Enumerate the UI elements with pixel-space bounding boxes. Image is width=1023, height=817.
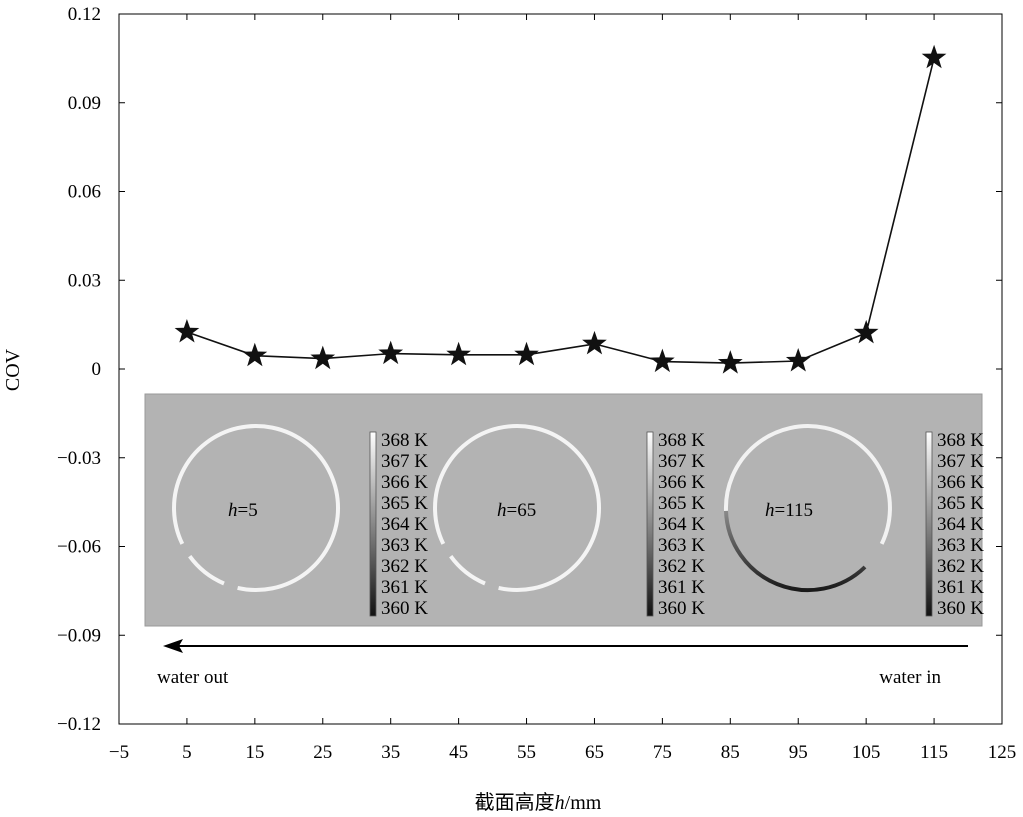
colorbar-label: 364 K	[658, 514, 705, 535]
y-tick-label: 0.09	[68, 93, 101, 114]
water-out-label: water out	[157, 667, 229, 688]
flow-arrow	[163, 639, 968, 653]
data-point-star	[514, 341, 539, 366]
colorbar-label: 364 K	[937, 514, 984, 535]
y-tick-label: 0.03	[68, 270, 101, 291]
y-tick-label: 0	[92, 359, 102, 380]
series-points	[174, 44, 947, 374]
colorbar-label: 368 K	[658, 430, 705, 451]
ring-segment	[433, 424, 601, 592]
data-point-star	[446, 341, 471, 366]
ring-segment	[188, 554, 225, 586]
colorbar-label: 360 K	[381, 598, 428, 619]
colorbar-label: 366 K	[381, 472, 428, 493]
data-point-star	[310, 345, 336, 370]
colorbar-label: 368 K	[381, 430, 428, 451]
y-axis-title: COV	[2, 348, 24, 391]
panel-label-var: h	[765, 500, 775, 521]
data-point-star	[650, 348, 675, 373]
data-point-star	[174, 319, 200, 343]
colorbar-label: 367 K	[937, 451, 984, 472]
x-tick-label: 45	[449, 742, 468, 763]
ring-segment	[172, 424, 340, 592]
colorbar-label: 367 K	[381, 451, 428, 472]
x-tick-label: 75	[653, 742, 672, 763]
colorbar-label: 368 K	[937, 430, 984, 451]
colorbar-label: 364 K	[381, 514, 428, 535]
y-tick-label: −0.06	[57, 537, 101, 558]
x-tick-label: 115	[920, 742, 948, 763]
colorbar-label: 362 K	[937, 556, 984, 577]
y-tick-label: −0.03	[57, 448, 101, 469]
panel-label-value: =65	[507, 500, 537, 521]
x-tick-label: 85	[721, 742, 740, 763]
x-tick-label: 5	[182, 742, 192, 763]
colorbar-label: 360 K	[937, 598, 984, 619]
data-point-star	[242, 342, 268, 367]
water-in-label: water in	[879, 667, 941, 688]
arrow-head	[163, 639, 183, 653]
data-point-star	[785, 348, 811, 372]
colorbar-label: 360 K	[658, 598, 705, 619]
data-point-star	[378, 340, 404, 365]
colorbar-label: 365 K	[381, 493, 428, 514]
colorbar-label: 362 K	[658, 556, 705, 577]
series-polyline	[186, 57, 935, 364]
colorbar-label: 366 K	[937, 472, 984, 493]
colorbar-label: 361 K	[937, 577, 984, 598]
data-point-star	[582, 330, 607, 355]
panel-label: h=65	[497, 500, 536, 521]
x-axis-ticks: −5 5 15 25 35 45 55 65 75 85 95 105 115 125	[109, 14, 1016, 763]
y-tick-label: −0.09	[57, 625, 101, 646]
x-tick-label: 95	[789, 742, 808, 763]
x-tick-label: 25	[313, 742, 332, 763]
x-tick-label: 35	[381, 742, 400, 763]
x-tick-label: 15	[245, 742, 264, 763]
panel-label-value: =5	[238, 500, 258, 521]
panel-label-value: =115	[775, 500, 814, 521]
x-tick-label: 65	[585, 742, 604, 763]
data-point-star	[921, 44, 947, 69]
panel-label: h=5	[228, 500, 258, 521]
y-tick-label: −0.12	[57, 714, 101, 735]
colorbar-label: 363 K	[381, 535, 428, 556]
x-tick-label: 125	[988, 742, 1017, 763]
x-axis-title: 截面高度h/mm	[475, 791, 602, 814]
data-point-star	[717, 350, 743, 374]
colorbar-gradient	[369, 431, 377, 617]
colorbar-gradient	[646, 431, 654, 617]
colorbar-label: 365 K	[658, 493, 705, 514]
colorbar-label: 367 K	[658, 451, 705, 472]
ring-segment	[449, 554, 486, 586]
data-point-star	[853, 319, 879, 344]
panel-label-var: h	[228, 500, 238, 521]
y-tick-label: 0.06	[68, 182, 101, 203]
panel-label-var: h	[497, 500, 507, 521]
colorbar-gradient	[925, 431, 933, 617]
colorbar-label: 365 K	[937, 493, 984, 514]
colorbar-label: 363 K	[937, 535, 984, 556]
colorbar-label: 362 K	[381, 556, 428, 577]
colorbar-label: 361 K	[381, 577, 428, 598]
ring-segment-hot	[723, 424, 892, 545]
x-tick-label: 105	[852, 742, 881, 763]
y-tick-label: 0.12	[68, 4, 101, 25]
y-axis-ticks: 0.12 0.09 0.06 0.03 0 −0.03 −0.06 −0.09 −0.12	[57, 4, 1002, 735]
panel-label: h=115	[765, 500, 813, 521]
ring-segment-cold	[724, 510, 867, 593]
colorbar-label: 361 K	[658, 577, 705, 598]
x-tick-label: −5	[109, 742, 129, 763]
colorbar-label: 366 K	[658, 472, 705, 493]
x-tick-label: 55	[517, 742, 536, 763]
colorbar-label: 363 K	[658, 535, 705, 556]
series-line	[186, 57, 935, 364]
